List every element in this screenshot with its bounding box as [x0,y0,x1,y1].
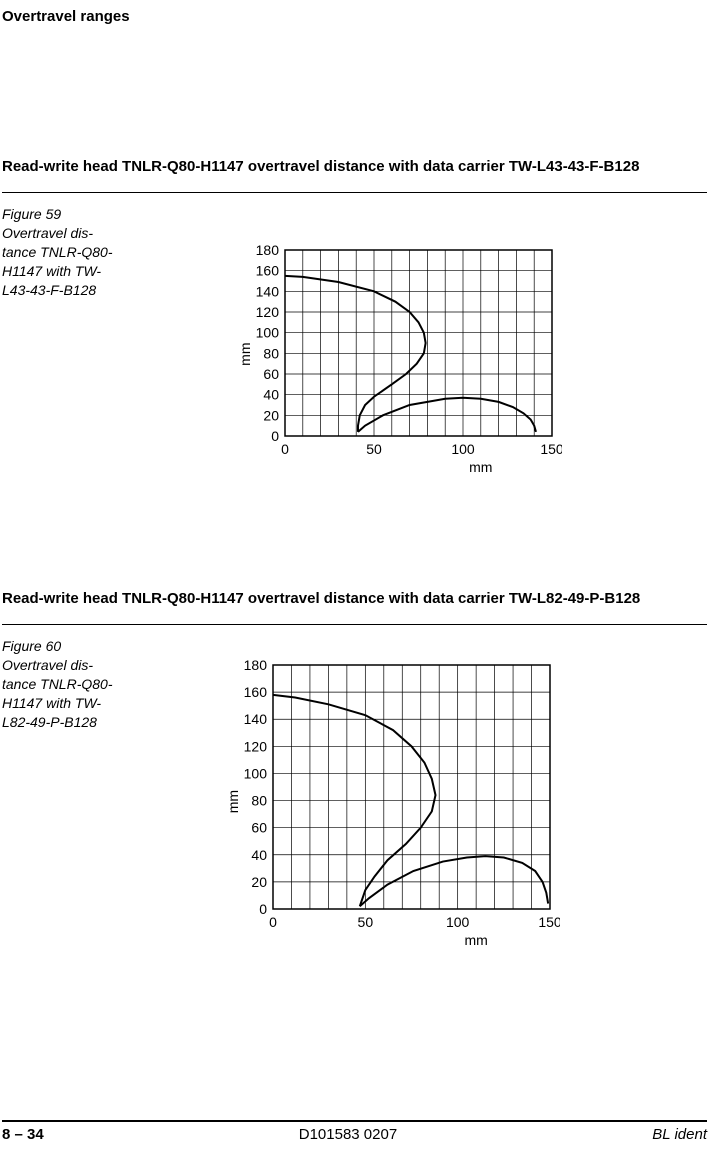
section1-rule [2,192,707,193]
ytick-label: 20 [251,874,267,890]
curve-lower [360,856,548,906]
ytick-label: 140 [256,283,280,299]
x-axis-label: mm [464,932,487,948]
xtick-label: 150 [538,914,560,930]
ytick-label: 40 [251,847,267,863]
ytick-label: 0 [271,428,279,444]
xtick-label: 0 [281,441,289,457]
ytick-label: 160 [244,684,268,700]
ytick-label: 100 [244,765,268,781]
chart-svg: 0 20 40 60 80 100 120 140 160 180 0 50 100 150 mm mm [230,240,562,481]
section1-title: Read-write head TNLR-Q80-H1147 overtrave… [2,158,639,175]
figure60-chart: 0 20 40 60 80 100 120 140 160 180 0 50 100 150 mm mm [218,655,560,959]
figure60-caption: Figure 60 Overtravel dis- tance TNLR-Q80… [2,637,142,731]
ytick-label: 180 [256,242,280,258]
xtick-label: 100 [446,914,470,930]
ytick-label: 40 [263,387,279,403]
curve-lower [358,398,536,432]
xtick-label: 100 [451,441,475,457]
ytick-label: 80 [251,793,267,809]
ytick-label: 180 [244,657,268,673]
ytick-label: 80 [263,345,279,361]
ytick-label: 120 [244,738,268,754]
ytick-label: 20 [263,407,279,423]
y-axis-label: mm [225,790,241,813]
footer-doc: D101583 0207 [299,1126,397,1143]
section2-title: Read-write head TNLR-Q80-H1147 overtrave… [2,590,640,607]
footer-brand: BL ident [652,1126,707,1143]
ytick-label: 60 [263,366,279,382]
curve-upper [285,276,426,432]
ytick-label: 120 [256,304,280,320]
xtick-label: 50 [366,441,382,457]
y-axis-label: mm [237,342,253,365]
ytick-label: 60 [251,820,267,836]
ytick-label: 140 [244,711,268,727]
page-footer: 8 – 34 D101583 0207 BL ident [2,1120,707,1143]
ytick-label: 160 [256,263,280,279]
ytick-label: 0 [259,901,267,917]
x-axis-label: mm [469,459,492,475]
section2-rule [2,624,707,625]
figure59-chart: 0 20 40 60 80 100 120 140 160 180 0 50 100 150 mm mm [230,240,562,486]
ytick-label: 100 [256,325,280,341]
chart-svg: 0 20 40 60 80 100 120 140 160 180 0 50 100 150 mm mm [218,655,560,954]
xtick-label: 50 [358,914,374,930]
xtick-label: 0 [269,914,277,930]
xtick-label: 150 [540,441,562,457]
plot-border [285,250,552,436]
page-title: Overtravel ranges [2,8,130,25]
footer-page: 8 – 34 [2,1126,44,1143]
figure59-caption: Figure 59 Overtravel dis- tance TNLR-Q80… [2,205,142,299]
